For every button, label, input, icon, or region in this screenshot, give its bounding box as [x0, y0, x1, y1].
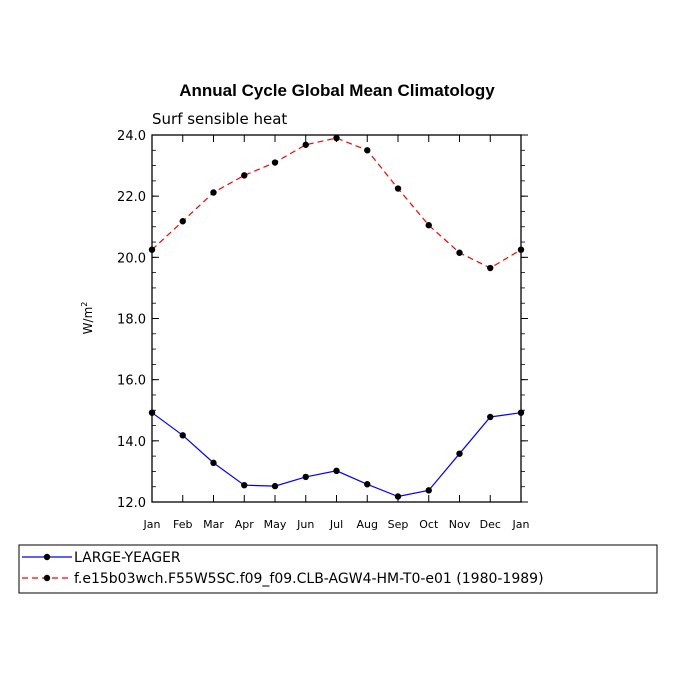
x-tick-label: Dec [480, 518, 501, 531]
series-line-1 [151, 412, 522, 498]
chart-title: Annual Cycle Global Mean Climatology [179, 81, 495, 100]
series-1-point [394, 493, 402, 500]
series-2-point [148, 246, 156, 253]
y-tick-label: 24.0 [117, 129, 146, 144]
series-1-point [364, 481, 371, 488]
x-tick-label: Jan [512, 518, 530, 531]
y-axis-label-superscript: 2 [80, 302, 89, 307]
series-1-point [179, 432, 186, 439]
x-tick-label: Oct [419, 518, 439, 531]
y-tick-label: 12.0 [117, 496, 146, 511]
series-2-point [517, 246, 525, 253]
series-2-point [394, 185, 402, 192]
x-tick-label: Mar [203, 518, 224, 531]
series-1-point [302, 473, 309, 481]
series-2-point [487, 264, 494, 272]
series-1-point [241, 481, 248, 489]
y-tick-label: 18.0 [117, 313, 146, 328]
series-1-point [271, 482, 279, 490]
y-axis-label-text: W/m [81, 307, 95, 335]
y-tick-label: 20.0 [117, 251, 146, 266]
x-axis-ticks: Jan Feb Mar Apr May Jun Jul Aug Sep Oct Nov Dec Jan [143, 135, 530, 531]
series-2-point [210, 189, 217, 196]
x-tick-label: Feb [173, 518, 192, 531]
y-tick-label: 22.0 [117, 190, 146, 205]
series-2-point [456, 249, 463, 256]
series-1-point [456, 450, 463, 457]
y-axis-ticks: 12.0 14.0 16.0 18.0 20.0 22.0 24.0 [117, 129, 528, 511]
series-1-point [148, 409, 156, 416]
chart-subtitle: Surf sensible heat [152, 110, 287, 128]
x-tick-label: Jul [329, 518, 343, 531]
legend: LARGE-YEAGER f.e15b03wch.F55W5SC.f09_f09.… [22, 550, 544, 587]
series-1-point [487, 413, 494, 421]
series-lines [151, 137, 522, 498]
x-tick-label: Aug [357, 518, 378, 531]
series-1-point [333, 467, 340, 475]
series-1-point [210, 459, 217, 467]
x-tick-label: Nov [449, 518, 471, 531]
x-tick-label: May [264, 518, 287, 531]
series-2-point [425, 222, 432, 229]
series-1-point [425, 487, 432, 494]
series-2-point [241, 172, 248, 179]
legend-entry-1: LARGE-YEAGER [74, 550, 181, 566]
legend-box [18, 544, 658, 594]
series-2-point [179, 218, 186, 225]
series-2-point [333, 134, 340, 142]
legend-marker-1 [43, 553, 51, 561]
legend-marker-2 [43, 574, 51, 582]
series-2-point [364, 147, 371, 154]
series-points [148, 134, 525, 500]
series-line-2 [151, 137, 522, 269]
x-tick-label: Jan [143, 518, 161, 531]
x-tick-label: Jun [296, 518, 314, 531]
series-2-point [271, 159, 279, 166]
series-2-point [302, 141, 309, 148]
y-tick-label: 14.0 [117, 435, 146, 450]
x-tick-label: Apr [235, 518, 255, 531]
x-tick-label: Sep [388, 518, 409, 531]
y-tick-label: 16.0 [117, 374, 146, 389]
series-1-point [517, 409, 525, 416]
legend-entry-2: f.e15b03wch.F55W5SC.f09_f09.CLB-AGW4-HM-… [74, 571, 544, 587]
y-axis-label: W/m2 [80, 302, 95, 335]
